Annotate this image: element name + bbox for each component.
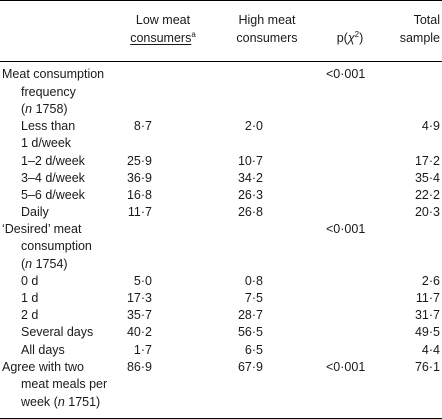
section-desired-n-open: ( [21, 257, 26, 271]
row-freq-1-label: 1–2 d/week [21, 154, 85, 168]
header-high-line2: consumers [236, 31, 298, 45]
table-header-rule [0, 61, 442, 62]
section-agree-label-1: Agree with two [2, 360, 84, 374]
row-desired-2-high: 28·7 [237, 308, 263, 322]
section-agree-total: 76·1 [414, 360, 440, 374]
section-agree-label-3-prefix: week ( [21, 395, 58, 409]
row-freq-3-label: 5–6 d/week [21, 188, 85, 202]
header-low-line1: Low meat [135, 13, 191, 27]
header-p-exp: 2 [354, 30, 360, 39]
row-desired-4-label: All days [21, 343, 65, 357]
row-freq-1-total: 17·2 [414, 154, 440, 168]
row-freq-4-low: 11·7 [127, 205, 152, 219]
header-p-prefix: p( [336, 31, 348, 45]
row-freq-0-low: 8·7 [133, 119, 152, 133]
section-freq-n-value: 1758) [32, 102, 68, 116]
header-total-sample: Total sample [386, 11, 442, 47]
header-low-line2-wrap: consumersa [108, 29, 218, 47]
section-agree-label-2: meat meals per [21, 377, 108, 391]
section-agree-p: <0·001 [326, 360, 366, 374]
section-agree-label-3: week (n 1751) [21, 394, 100, 411]
row-desired-3-label: Several days [21, 325, 94, 339]
row-desired-1-label: 1 d [21, 291, 39, 305]
row-desired-0-total: 2·6 [421, 274, 440, 288]
row-freq-2-total: 35·4 [414, 171, 440, 185]
row-desired-3-low: 40·2 [126, 325, 152, 339]
row-freq-2-label: 3–4 d/week [21, 171, 85, 185]
section-freq-n-open: ( [21, 102, 26, 116]
row-desired-3-total: 49·5 [414, 325, 440, 339]
row-freq-0-label-1: Less than [21, 119, 76, 133]
header-low-footnote: a [191, 30, 196, 39]
section-desired-label-2: consumption [21, 239, 92, 253]
section-freq-p: <0·001 [326, 67, 366, 81]
header-high-line1: High meat [238, 13, 296, 27]
section-freq-label-2: frequency [21, 85, 76, 99]
row-freq-0-label-2: 1 d/week [21, 136, 72, 150]
section-agree-high: 67·9 [237, 360, 263, 374]
row-desired-4-total: 4·4 [421, 343, 440, 357]
row-freq-0-total: 4·9 [421, 119, 440, 133]
section-agree-n-value: 1751) [64, 395, 101, 409]
row-freq-0-high: 2·0 [244, 119, 263, 133]
row-desired-2-low: 35·7 [126, 308, 152, 322]
row-freq-3-total: 22·2 [414, 188, 440, 202]
section-desired-n: (n 1754) [21, 256, 68, 273]
row-desired-0-high: 0·8 [244, 274, 263, 288]
header-p-symbol: χ [347, 31, 355, 45]
row-freq-1-high: 10·7 [237, 154, 263, 168]
row-desired-1-low: 17·3 [126, 291, 152, 305]
section-freq-n-symbol: n [25, 102, 33, 116]
row-freq-4-label: Daily [21, 205, 49, 219]
section-desired-p: <0·001 [326, 222, 366, 236]
header-total-line2: sample [399, 31, 440, 45]
row-freq-4-total: 20·3 [414, 205, 440, 219]
section-agree-n-symbol: n [57, 395, 65, 409]
row-freq-1-low: 25·9 [126, 154, 152, 168]
row-desired-4-low: 1·7 [133, 343, 152, 357]
header-p-suffix: ) [359, 31, 364, 45]
row-desired-4-high: 6·5 [244, 343, 263, 357]
row-desired-0-low: 5·0 [133, 274, 152, 288]
header-p-chi2: p(χ2) [322, 29, 378, 47]
row-desired-2-label: 2 d [21, 308, 39, 322]
header-high-consumers: High meat consumers [212, 11, 322, 47]
header-low-line2: consumers [130, 31, 192, 45]
row-desired-1-high: 7·5 [244, 291, 263, 305]
row-freq-4-high: 26·8 [237, 205, 263, 219]
header-low-consumers: Low meat consumersa [108, 11, 218, 47]
row-desired-3-high: 56·5 [237, 325, 263, 339]
row-desired-2-total: 31·7 [414, 308, 440, 322]
row-desired-0-label: 0 d [21, 274, 39, 288]
section-agree-low: 86·9 [126, 360, 152, 374]
row-freq-3-high: 26·3 [237, 188, 263, 202]
section-desired-n-value: 1754) [32, 257, 68, 271]
row-freq-2-high: 34·2 [237, 171, 263, 185]
section-desired-n-symbol: n [25, 257, 33, 271]
section-freq-n: (n 1758) [21, 101, 68, 118]
row-freq-2-low: 36·9 [126, 171, 152, 185]
row-freq-3-low: 16·8 [126, 188, 152, 202]
section-freq-label-1: Meat consumption [2, 67, 105, 81]
header-total-line1: Total [413, 13, 440, 27]
table-top-rule [0, 0, 442, 1]
section-desired-label-1: ‘Desired’ meat [2, 222, 82, 236]
row-desired-1-total: 11·7 [415, 291, 440, 305]
